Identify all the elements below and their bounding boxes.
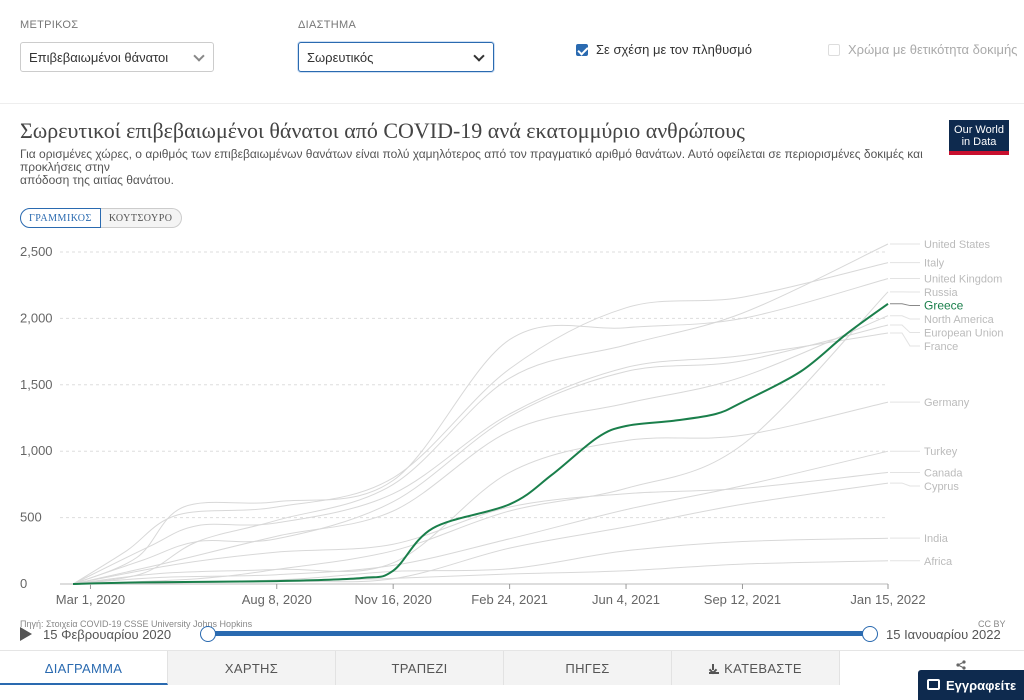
timeline-track[interactable] — [208, 631, 870, 636]
scale-toggle: ΓΡΑΜΜΙΚΟΣ ΚΟΥΤΣΟΥΡΟ — [20, 208, 182, 228]
subscribe-button[interactable]: Εγγραφείτε — [918, 670, 1024, 700]
series-label-united-states[interactable]: United States — [924, 239, 991, 251]
series-line-united-kingdom[interactable] — [72, 278, 889, 585]
x-tick-label: Feb 24, 2021 — [471, 592, 548, 607]
chart-subtitle: Για ορισμένες χώρες, ο αριθμός των επιβε… — [20, 148, 950, 187]
color-by-positivity-checkbox[interactable]: Χρώμα με θετικότητα δοκιμής — [828, 42, 1017, 57]
owid-logo[interactable]: Our World in Data — [949, 120, 1009, 155]
interval-label: ΔΙΑΣΤΗΜΑ — [298, 19, 357, 31]
per-capita-label: Σε σχέση με τον πληθυσμό — [596, 42, 752, 57]
checkbox-checked-icon[interactable] — [576, 43, 588, 56]
series-label-turkey[interactable]: Turkey — [924, 446, 958, 458]
series-line-cyprus[interactable] — [72, 482, 889, 585]
per-capita-checkbox[interactable]: Σε σχέση με τον πληθυσμό — [576, 42, 752, 57]
x-tick-label: Nov 16, 2020 — [355, 592, 432, 607]
timeline-end-handle[interactable] — [862, 626, 878, 642]
chevron-down-icon — [473, 50, 485, 62]
license-link[interactable]: CC BY — [978, 619, 1006, 629]
tab-sources[interactable]: ΠΗΓΕΣ — [504, 651, 672, 685]
metric-label: ΜΕΤΡΙΚΟΣ — [20, 19, 79, 31]
timeline-start-handle[interactable] — [200, 626, 216, 642]
download-icon — [709, 664, 720, 674]
y-tick-label: 1,500 — [20, 377, 53, 392]
interval-select-value: Σωρευτικός — [307, 50, 374, 65]
tab-chart[interactable]: ΔΙΑΓΡΑΜΜΑ — [0, 651, 168, 685]
series-label-canada[interactable]: Canada — [924, 467, 963, 479]
series-label-italy[interactable]: Italy — [924, 258, 945, 270]
series-label-north-america[interactable]: North America — [924, 314, 995, 326]
scale-log-button[interactable]: ΚΟΥΤΣΟΥΡΟ — [100, 208, 182, 228]
series-line-greece[interactable] — [72, 302, 889, 585]
tab-table[interactable]: ΤΡΑΠΕΖΙ — [336, 651, 504, 685]
bottom-tabs: ΔΙΑΓΡΑΜΜΑ ΧΑΡΤΗΣ ΤΡΑΠΕΖΙ ΠΗΓΕΣ ΚΑΤΕΒΑΣΤΕ — [0, 650, 1024, 700]
x-axis: Mar 1, 2020 Aug 8, 2020 Nov 16, 2020 Feb 24… — [56, 584, 926, 607]
series-line-united-states[interactable] — [72, 243, 889, 585]
y-tick-label: 500 — [20, 510, 42, 525]
x-tick-label: Aug 8, 2020 — [242, 592, 312, 607]
tab-map[interactable]: ΧΑΡΤΗΣ — [168, 651, 336, 685]
label-connector — [890, 482, 920, 487]
series-label-united-kingdom[interactable]: United Kingdom — [924, 274, 1002, 286]
series-line-european-union[interactable] — [72, 324, 889, 585]
x-tick-label: Jun 4, 2021 — [592, 592, 660, 607]
series-line-italy[interactable] — [72, 262, 889, 585]
chart-subtitle-line-1: Για ορισμένες χώρες, ο αριθμός των επιβε… — [20, 147, 923, 174]
checkbox-unchecked-icon[interactable] — [828, 43, 840, 56]
x-tick-label: Jan 15, 2022 — [850, 592, 925, 607]
metric-select[interactable]: Επιβεβαιωμένοι θάνατοι — [20, 42, 214, 72]
scale-linear-button[interactable]: ΓΡΑΜΜΙΚΟΣ — [20, 208, 101, 228]
interval-select[interactable]: Σωρευτικός — [298, 42, 494, 72]
label-connector — [890, 303, 920, 307]
y-tick-label: 2,500 — [20, 244, 53, 259]
chart-grid — [60, 251, 888, 585]
metric-select-value: Επιβεβαιωμένοι θάνατοι — [29, 50, 169, 65]
series-label-russia[interactable]: Russia — [924, 287, 959, 299]
label-connector — [890, 324, 920, 334]
series-line-canada[interactable] — [72, 471, 889, 585]
chart-subtitle-line-2: απόδοση της αιτίας θανάτου. — [20, 173, 174, 187]
series-line-africa[interactable] — [72, 560, 889, 585]
y-tick-label: 1,000 — [20, 443, 53, 458]
line-chart: 0 500 1,000 1,500 2,000 2,500 Mar 1, 2020 Aug … — [20, 239, 1004, 607]
mail-icon — [927, 679, 940, 690]
tab-download-label: ΚΑΤΕΒΑΣΤΕ — [724, 661, 802, 676]
series-line-north-america[interactable] — [72, 315, 889, 585]
series-line-germany[interactable] — [72, 401, 889, 585]
series-label-india[interactable]: India — [924, 533, 949, 545]
share-icon[interactable] — [956, 660, 966, 670]
series-label-africa[interactable]: Africa — [924, 556, 953, 568]
x-tick-label: Sep 12, 2021 — [704, 592, 781, 607]
x-tick-label: Mar 1, 2020 — [56, 592, 125, 607]
y-tick-label: 0 — [20, 576, 27, 591]
tab-download[interactable]: ΚΑΤΕΒΑΣΤΕ — [672, 651, 840, 685]
timeline-start-label: 15 Φεβρουαρίου 2020 — [43, 627, 172, 642]
timeline-end-label: 15 Ιανουαρίου 2022 — [886, 627, 1001, 642]
y-tick-label: 2,000 — [20, 310, 53, 325]
series-label-germany[interactable]: Germany — [924, 397, 970, 409]
chart-title: Σωρευτικοί επιβεβαιωμένοι θάνατοι από CO… — [20, 118, 745, 143]
source-note[interactable]: Πηγή: Στοιχεία COVID-19 CSSE University … — [20, 619, 253, 629]
controls-bar: ΜΕΤΡΙΚΟΣ Επιβεβαιωμένοι θάνατοι ΔΙΑΣΤΗΜΑ… — [0, 0, 1024, 104]
logo-line-1: Our World — [954, 124, 1004, 136]
series-label-european-union[interactable]: European Union — [924, 328, 1004, 340]
series-labels: United States Italy United KingdomRussiaGr… — [890, 239, 1004, 568]
color-by-positivity-label: Χρώμα με θετικότητα δοκιμής — [848, 42, 1018, 57]
chevron-down-icon — [193, 50, 205, 62]
series-label-france[interactable]: France — [924, 341, 958, 353]
series-line-france[interactable] — [72, 332, 889, 585]
label-connector — [890, 315, 920, 320]
play-icon[interactable] — [20, 627, 32, 641]
series-line-turkey[interactable] — [72, 450, 889, 585]
logo-line-2: in Data — [961, 136, 997, 148]
subscribe-label: Εγγραφείτε — [946, 678, 1017, 693]
y-axis: 0 500 1,000 1,500 2,000 2,500 — [20, 244, 53, 591]
chart-lines — [72, 243, 889, 585]
label-connector — [890, 332, 920, 347]
series-label-cyprus[interactable]: Cyprus — [924, 481, 959, 493]
series-label-greece[interactable]: Greece — [924, 299, 964, 313]
series-line-russia[interactable] — [72, 291, 889, 585]
